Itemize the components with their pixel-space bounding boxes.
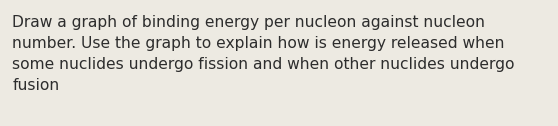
Text: Draw a graph of binding energy per nucleon against nucleon
number. Use the graph: Draw a graph of binding energy per nucle… [12, 15, 515, 93]
